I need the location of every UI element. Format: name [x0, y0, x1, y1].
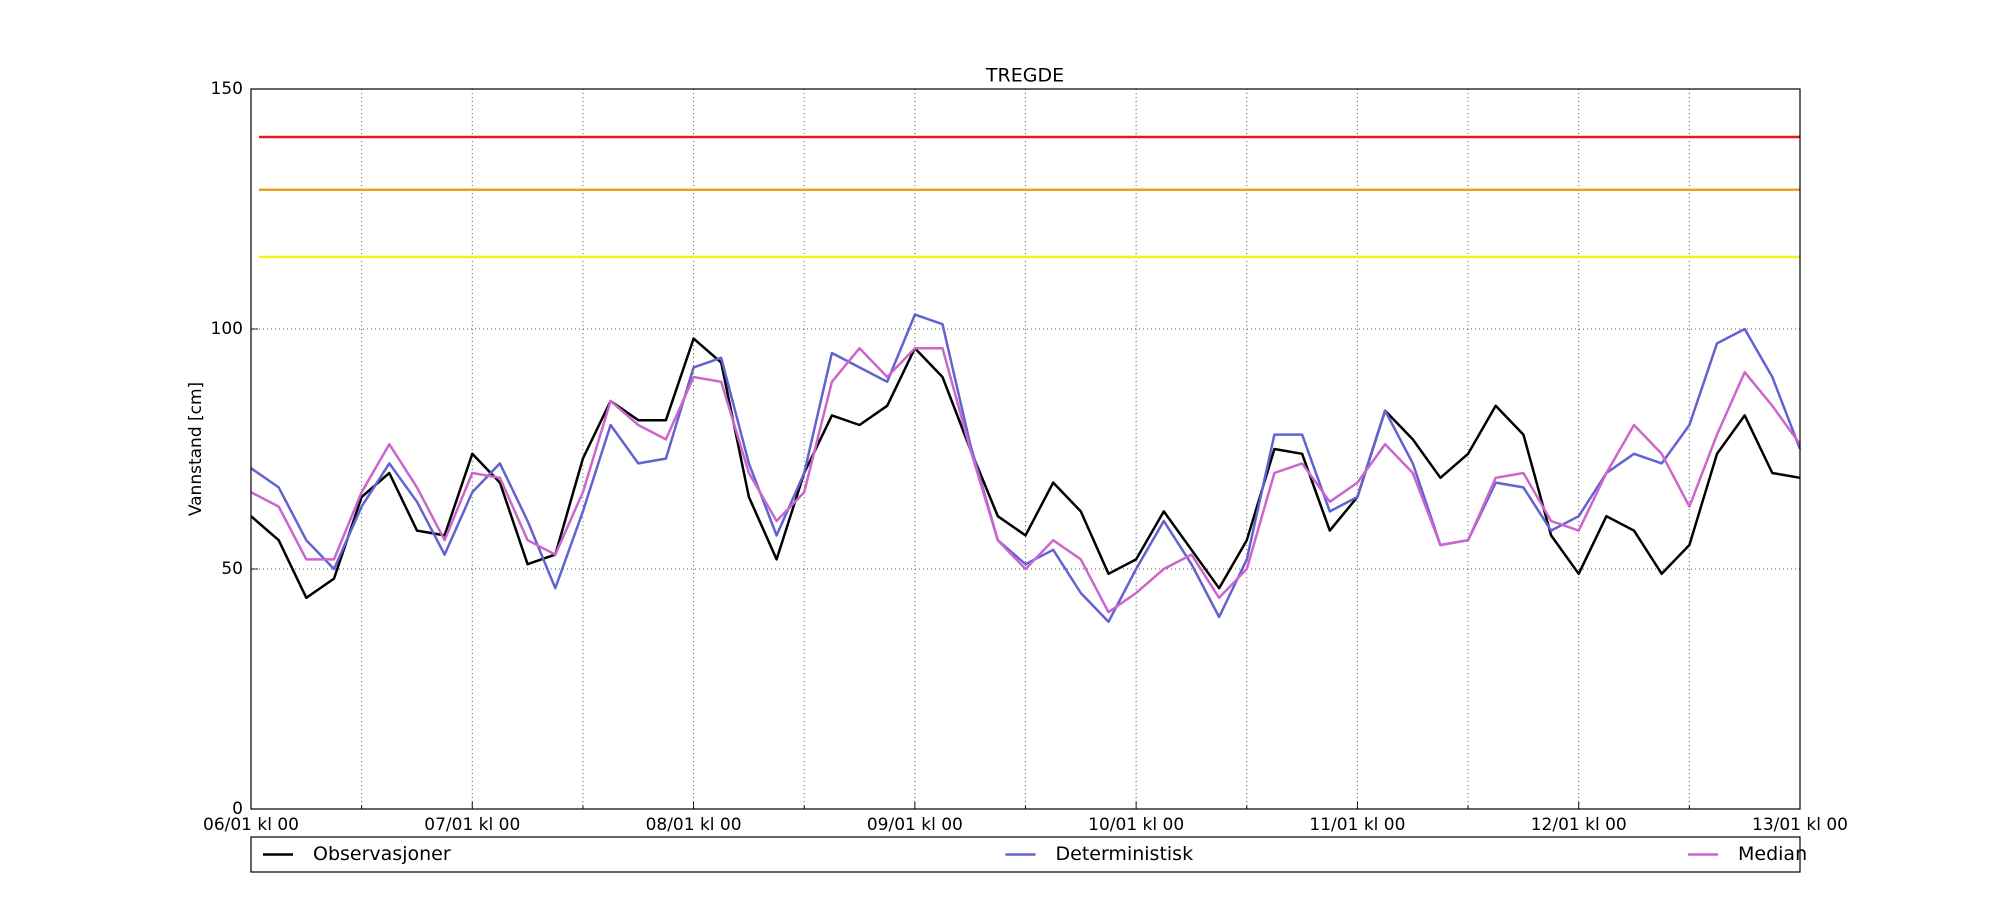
- legend-label: Deterministisk: [1056, 843, 1194, 865]
- y-axis-label: Vannstand [cm]: [186, 382, 206, 516]
- x-tick-label: 10/01 kl 00: [1088, 815, 1184, 835]
- plot-frame: [250, 88, 1801, 810]
- chart-title: TREGDE: [985, 65, 1064, 87]
- y-tick-label: 0: [232, 799, 243, 819]
- legend-label: Median: [1738, 843, 1807, 865]
- x-tick-label: 12/01 kl 00: [1531, 815, 1627, 835]
- y-tick-label: 50: [221, 559, 243, 579]
- x-tick-label: 06/01 kl 00: [203, 815, 299, 835]
- x-tick-label: 09/01 kl 00: [867, 815, 963, 835]
- x-tick-label: 11/01 kl 00: [1309, 815, 1405, 835]
- series-line: [250, 337, 1801, 600]
- series-line: [250, 346, 1802, 614]
- x-tick-label: 08/01 kl 00: [646, 815, 742, 835]
- y-tick-label: 100: [211, 319, 243, 339]
- x-tick-label: 13/01 kl 00: [1752, 815, 1848, 835]
- x-tick-label: 07/01 kl 00: [424, 815, 520, 835]
- series-line: [250, 313, 1802, 624]
- y-tick-label: 150: [211, 79, 243, 99]
- legend-label: Observasjoner: [313, 843, 451, 865]
